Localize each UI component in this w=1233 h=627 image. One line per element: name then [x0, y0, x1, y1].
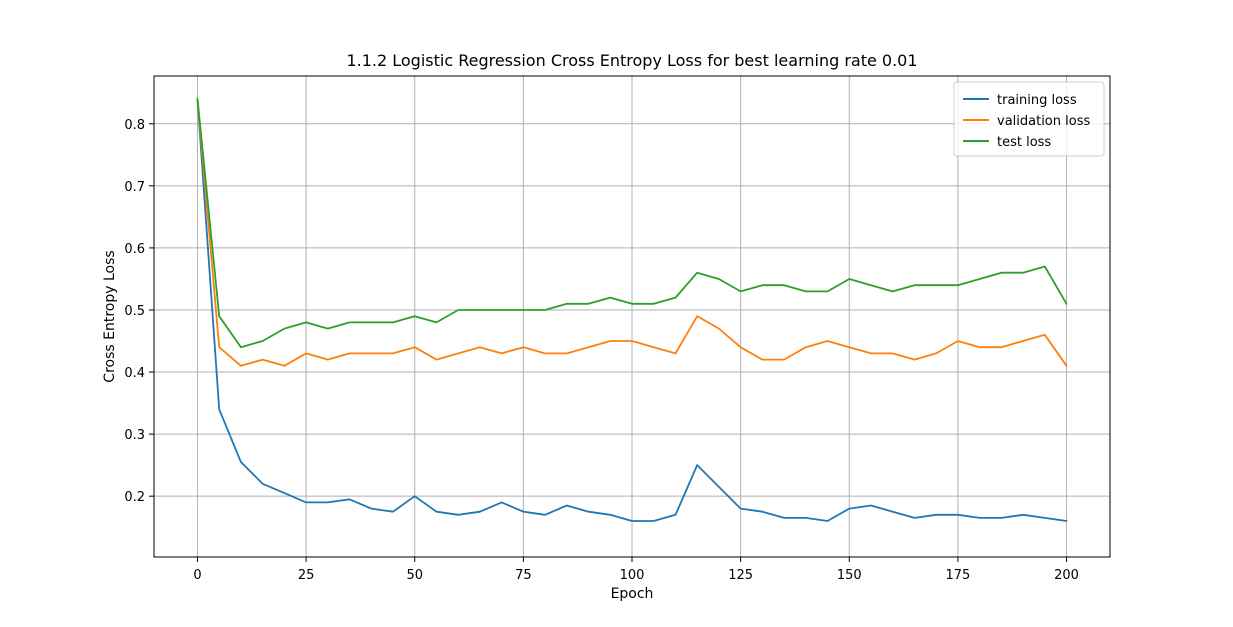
legend-label: validation loss — [997, 114, 1090, 129]
legend: training loss validation loss test loss — [953, 81, 1105, 157]
y-axis-ticks: 0.2 0.3 0.4 0.5 0.6 0.7 0.8 — [124, 118, 154, 505]
x-tick-label: 0 — [193, 568, 201, 583]
x-tick-label: 50 — [406, 568, 423, 583]
y-tick-label: 0.3 — [124, 428, 145, 443]
x-axis-ticks: 0 25 50 75 100 125 150 175 200 — [193, 557, 1079, 583]
chart-title: 1.1.2 Logistic Regression Cross Entropy … — [346, 51, 917, 70]
series-line-1 — [196, 98, 1068, 367]
x-axis-title: Epoch — [611, 586, 654, 602]
y-tick-label: 0.6 — [124, 242, 145, 257]
series-lines — [196, 98, 1068, 522]
x-tick-label: 200 — [1054, 568, 1079, 583]
x-tick-label: 125 — [728, 568, 753, 583]
series-line-2 — [196, 98, 1068, 349]
x-tick-label: 75 — [515, 568, 532, 583]
y-tick-label: 0.4 — [124, 366, 145, 381]
y-axis-title: Cross Entropy Loss — [102, 250, 118, 382]
legend-label: training loss — [997, 93, 1077, 108]
x-tick-label: 25 — [298, 568, 315, 583]
y-tick-label: 0.8 — [124, 118, 145, 133]
y-tick-label: 0.7 — [124, 180, 145, 195]
legend-box — [953, 81, 1105, 157]
legend-label: test loss — [997, 135, 1051, 150]
y-tick-label: 0.5 — [124, 304, 145, 319]
x-tick-label: 150 — [837, 568, 862, 583]
x-tick-label: 100 — [620, 568, 645, 583]
y-tick-label: 0.2 — [124, 490, 145, 505]
x-tick-label: 175 — [945, 568, 970, 583]
series-line-0 — [196, 98, 1068, 522]
